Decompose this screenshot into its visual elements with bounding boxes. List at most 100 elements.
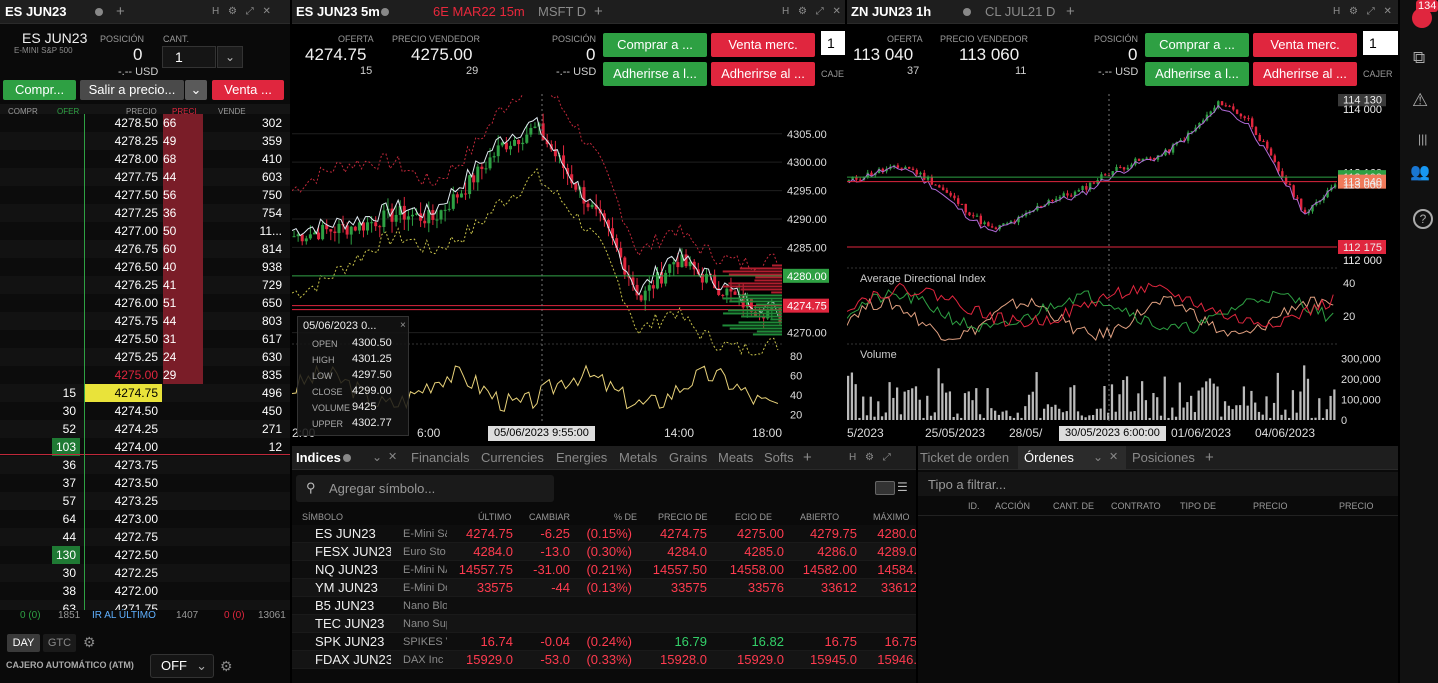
search-box[interactable]: ⚲ Agregar símbolo... xyxy=(296,475,554,502)
price-cell[interactable]: 4274.00 xyxy=(114,440,158,454)
ask-size-cell[interactable]: 44 xyxy=(163,168,203,186)
ask-size-cell[interactable]: 60 xyxy=(163,240,203,258)
chevron-down-icon[interactable]: ⌄ xyxy=(372,450,383,464)
ask-size-cell[interactable]: 29 xyxy=(163,366,203,384)
columns-icon[interactable]: ||| xyxy=(1418,132,1428,146)
price-cell[interactable]: 4278.25 xyxy=(114,134,158,148)
orders-header-cell[interactable]: ACCIÓN xyxy=(995,501,1031,511)
add-tab-icon[interactable]: + xyxy=(1066,3,1075,20)
alert-icon[interactable]: ⚠ xyxy=(1412,90,1429,110)
filter-input[interactable]: Tipo a filtrar... xyxy=(928,477,1007,492)
ladder-row[interactable]: 36 4273.75 xyxy=(0,456,290,474)
gtc-button[interactable]: GTC xyxy=(43,634,76,652)
price-cell[interactable]: 4277.50 xyxy=(114,188,158,202)
quotes-header-cell[interactable]: MÁXIMO xyxy=(873,512,910,522)
qty-dropdown-icon[interactable]: ⌄ xyxy=(217,46,243,68)
ladder-row[interactable]: 4276.25 41 729 xyxy=(0,276,290,294)
price-cell[interactable]: 4276.75 xyxy=(114,242,158,256)
help-icon[interactable]: ? xyxy=(1413,209,1433,229)
sell-cell[interactable]: 803 xyxy=(261,314,282,328)
sell-cell[interactable]: 630 xyxy=(261,350,282,364)
join-ask-button[interactable]: Adherirse al ... xyxy=(1253,62,1357,86)
quote-row[interactable]: FESX JUN23 Euro Sto 4284.0 -13.0 (0.30%) 4284… xyxy=(292,543,916,561)
tab-metals[interactable]: Metals xyxy=(619,450,658,465)
sell-market-button[interactable]: Venta merc. xyxy=(1253,33,1357,57)
tab-positions[interactable]: Posiciones xyxy=(1132,450,1195,465)
price-cell[interactable]: 4273.25 xyxy=(114,494,158,508)
sell-cell[interactable]: 410 xyxy=(261,152,282,166)
bid-size-cell[interactable]: 103 xyxy=(0,438,80,456)
bid-size-cell[interactable]: 30 xyxy=(62,566,76,580)
ask-size-cell[interactable]: 68 xyxy=(163,150,203,168)
ladder-row[interactable]: 57 4273.25 xyxy=(0,492,290,510)
orders-header-cell[interactable]: CONTRATO xyxy=(1111,501,1161,511)
ladder-row[interactable]: 30 4274.50 450 xyxy=(0,402,290,420)
qty-input[interactable]: 1 xyxy=(1363,31,1398,55)
tab-energies[interactable]: Energies xyxy=(556,450,608,465)
sell-cell[interactable]: 729 xyxy=(261,278,282,292)
ladder-row[interactable]: 4275.25 24 630 xyxy=(0,348,290,366)
price-cell[interactable]: 4274.25 xyxy=(114,422,158,436)
bid-size-cell[interactable]: 36 xyxy=(62,458,76,472)
price-cell[interactable]: 4272.50 xyxy=(114,548,158,562)
price-cell[interactable]: 4277.75 xyxy=(114,170,158,184)
ladder-row[interactable]: 37 4273.50 xyxy=(0,474,290,492)
menu-icon[interactable]: ☰ xyxy=(897,480,908,494)
gear-icon[interactable]: ⚙ xyxy=(83,634,96,650)
price-cell[interactable]: 4275.00 xyxy=(114,368,158,382)
join-bid-button[interactable]: Adherirse a l... xyxy=(1145,62,1249,86)
chevron-down-icon[interactable]: ⌄ xyxy=(1093,450,1104,464)
quote-row[interactable]: SPK JUN23 SPIKES Vo 16.74 -0.04 (0.24%) 16.79… xyxy=(292,633,916,651)
ask-size-cell[interactable]: 51 xyxy=(163,294,203,312)
buy-at-button[interactable]: Comprar a ... xyxy=(603,33,707,57)
price-cell[interactable]: 4273.75 xyxy=(114,458,158,472)
quote-row[interactable]: B5 JUN23 Nano Bloo xyxy=(292,597,916,615)
bid-size-cell[interactable]: 64 xyxy=(62,512,76,526)
sell-cell[interactable]: 650 xyxy=(261,296,282,310)
bid-size-cell[interactable]: 63 xyxy=(62,602,76,610)
tab-6e-15m[interactable]: 6E MAR22 15m xyxy=(433,4,525,19)
ladder-row[interactable]: 4278.25 49 359 xyxy=(0,132,290,150)
sell-cell[interactable]: 302 xyxy=(261,116,282,130)
ladder-row[interactable]: 4276.00 51 650 xyxy=(0,294,290,312)
tab-financials[interactable]: Financials xyxy=(411,450,470,465)
bid-size-cell[interactable]: 15 xyxy=(62,386,76,400)
price-cell[interactable]: 4275.25 xyxy=(114,350,158,364)
tab-msft-d[interactable]: MSFT D xyxy=(538,4,587,19)
sell-cell[interactable]: 617 xyxy=(261,332,282,346)
ask-size-cell[interactable]: 41 xyxy=(163,276,203,294)
ladder-row[interactable]: 63 4271.75 xyxy=(0,600,290,610)
sell-cell[interactable]: 750 xyxy=(261,188,282,202)
buy-button[interactable]: Compr... xyxy=(3,80,76,100)
tab-zn-1h[interactable]: ZN JUN23 1h xyxy=(851,4,932,19)
tab-grains[interactable]: Grains xyxy=(669,450,708,465)
tab-currencies[interactable]: Currencies xyxy=(481,450,544,465)
ladder-row[interactable]: 4276.50 40 938 xyxy=(0,258,290,276)
bid-size-cell[interactable]: 30 xyxy=(62,404,76,418)
ladder-row[interactable]: 4278.00 68 410 xyxy=(0,150,290,168)
toggle-icon[interactable] xyxy=(875,481,895,495)
orders-header-cell[interactable]: CANT. DE xyxy=(1053,501,1095,511)
price-cell[interactable]: 4276.00 xyxy=(114,296,158,310)
price-cell[interactable]: 4278.50 xyxy=(114,116,158,130)
quotes-header-cell[interactable]: CAMBIAR xyxy=(529,512,571,522)
price-cell[interactable]: 4277.00 xyxy=(114,224,158,238)
price-cell[interactable]: 4272.75 xyxy=(114,530,158,544)
close-icon[interactable]: ✕ xyxy=(1109,451,1119,463)
panel-controls-icon[interactable]: H ⚙ ⤢ xyxy=(849,452,894,463)
sell-cell[interactable]: 938 xyxy=(261,260,282,274)
add-tab-icon[interactable]: + xyxy=(594,3,603,20)
search-input[interactable]: Agregar símbolo... xyxy=(329,481,436,496)
ladder-row[interactable]: 38 4272.00 xyxy=(0,582,290,600)
price-cell[interactable]: 4276.50 xyxy=(114,260,158,274)
sell-cell[interactable]: 835 xyxy=(261,368,282,382)
ladder-row[interactable]: 4277.25 36 754 xyxy=(0,204,290,222)
orders-header-cell[interactable]: PRECIO xyxy=(1339,501,1374,511)
orders-header-cell[interactable]: TIPO DE xyxy=(1180,501,1217,511)
buy-at-button[interactable]: Comprar a ... xyxy=(1145,33,1249,57)
quote-row[interactable]: FDAX JUN23 DAX Inc 15929.0 -53.0 (0.33%) 1592… xyxy=(292,651,916,669)
ask-size-cell[interactable]: 56 xyxy=(163,186,203,204)
exit-at-price-button[interactable]: Salir a precio... xyxy=(80,80,184,100)
bid-size-cell[interactable]: 130 xyxy=(0,546,80,564)
